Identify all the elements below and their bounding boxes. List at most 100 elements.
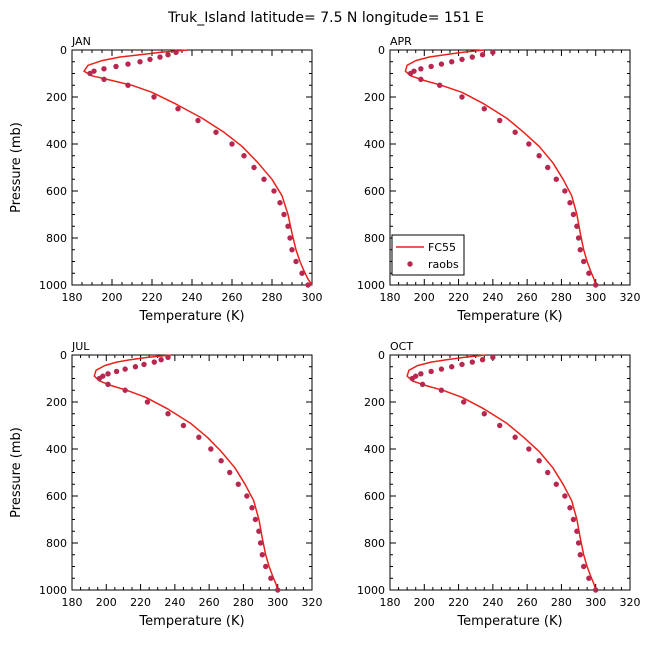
- raobs-point: [490, 49, 496, 56]
- raobs-point: [574, 528, 580, 534]
- raobs-point: [536, 153, 542, 159]
- raobs-point: [251, 164, 257, 171]
- series-line-fc55: [93, 354, 279, 591]
- raobs-point: [281, 211, 287, 218]
- plot-frame: [71, 354, 313, 591]
- x-tick-label: 280: [262, 291, 283, 304]
- raobs-point: [449, 364, 455, 370]
- panel-jul: 180 200 220 240 260 280 300 320 0 200 400 600 800 100…: [9, 340, 323, 629]
- panel-label: APR: [390, 35, 412, 48]
- raobs-point: [418, 371, 424, 377]
- y-tick-label: 400: [46, 443, 67, 456]
- raobs-point: [196, 434, 202, 440]
- series-line-fc55: [406, 354, 597, 591]
- raobs-point: [259, 552, 265, 558]
- raobs-point: [241, 153, 247, 159]
- y-tick-label: 0: [378, 44, 385, 57]
- raobs-point: [293, 258, 299, 265]
- figure-title: Truk_Island latitude= 7.5 N longitude= 1…: [167, 10, 484, 26]
- x-tick-label: 180: [380, 596, 401, 609]
- raobs-point: [157, 54, 163, 60]
- x-tick-label: 180: [380, 291, 401, 304]
- raobs-point: [218, 458, 224, 464]
- y-tick-label: 0: [60, 44, 67, 57]
- raobs-point: [409, 375, 415, 382]
- raobs-point: [461, 399, 467, 405]
- y-tick-label: 200: [364, 91, 385, 104]
- raobs-point: [575, 540, 582, 546]
- raobs-point: [512, 129, 518, 135]
- raobs-point: [105, 381, 111, 388]
- panel-label: JUL: [71, 340, 90, 353]
- panels: 180 200 220 240 260 280 300 0 200 400 600 800 1000 Te…: [9, 35, 641, 629]
- raobs-point: [271, 188, 277, 194]
- raobs-point: [512, 434, 518, 440]
- raobs-point: [125, 82, 131, 88]
- raobs-point: [125, 61, 131, 67]
- x-tick-label: 280: [551, 291, 572, 304]
- panel-label: OCT: [390, 340, 413, 353]
- x-tick-label: 300: [302, 291, 323, 304]
- raobs-point: [593, 282, 599, 288]
- y-axis-title: Pressure (mb): [9, 122, 24, 213]
- y-tick-label: 400: [364, 443, 385, 456]
- y-tick-label: 400: [46, 138, 67, 151]
- y-tick-label: 800: [364, 537, 385, 550]
- y-tick-label: 600: [46, 185, 67, 198]
- raobs-point: [545, 469, 551, 476]
- raobs-point: [586, 575, 592, 581]
- y-tick-label: 800: [46, 537, 67, 550]
- y-tick-label: 400: [364, 138, 385, 151]
- raobs-point: [158, 357, 164, 363]
- legend-label-raobs: raobs: [428, 258, 459, 271]
- raobs-point: [165, 354, 171, 361]
- y-tick-label: 200: [364, 396, 385, 409]
- raobs-point: [459, 361, 465, 368]
- raobs-point: [122, 387, 128, 393]
- x-tick-label: 260: [199, 596, 220, 609]
- raobs-point: [180, 422, 187, 429]
- x-tick-label: 180: [62, 596, 83, 609]
- raobs-point: [481, 106, 487, 112]
- raobs-point: [479, 357, 486, 363]
- raobs-point: [575, 235, 582, 241]
- raobs-point: [249, 505, 255, 511]
- raobs-point: [570, 211, 577, 218]
- raobs-point: [407, 70, 414, 77]
- raobs-point: [418, 76, 424, 83]
- raobs-point: [459, 94, 465, 100]
- x-tick-label: 320: [302, 596, 323, 609]
- x-tick-label: 300: [267, 596, 288, 609]
- legend-label-fc55: FC55: [428, 241, 456, 254]
- raobs-point: [577, 552, 583, 558]
- x-tick-label: 200: [414, 291, 435, 304]
- raobs-point: [459, 56, 465, 63]
- raobs-point: [526, 141, 532, 147]
- panel-oct: 180 200 220 240 260 280 300 320 0 200 400 600 800 100…: [357, 340, 641, 629]
- x-tick-label: 240: [164, 596, 185, 609]
- raobs-point: [208, 446, 214, 452]
- raobs-point: [252, 516, 259, 523]
- y-tick-label: 200: [46, 91, 67, 104]
- raobs-point: [113, 63, 119, 70]
- x-axis-title: Temperature (K): [456, 309, 562, 324]
- raobs-point: [562, 188, 568, 194]
- raobs-point: [469, 54, 475, 60]
- raobs-point: [105, 371, 111, 377]
- legend-marker-swatch: [407, 261, 413, 267]
- y-axis-title: Pressure (mb): [9, 427, 24, 518]
- raobs-point: [96, 375, 103, 382]
- raobs-point: [526, 446, 532, 452]
- x-tick-label: 260: [517, 596, 538, 609]
- raobs-point: [195, 117, 201, 124]
- series-line-fc55: [83, 49, 313, 286]
- x-tick-label: 200: [96, 596, 117, 609]
- plot-frame: [389, 354, 631, 591]
- raobs-point: [581, 563, 587, 570]
- raobs-point: [144, 399, 151, 405]
- raobs-point: [497, 117, 503, 124]
- raobs-point: [593, 587, 599, 593]
- x-tick-label: 240: [482, 596, 503, 609]
- raobs-point: [263, 563, 269, 570]
- raobs-point: [256, 528, 262, 534]
